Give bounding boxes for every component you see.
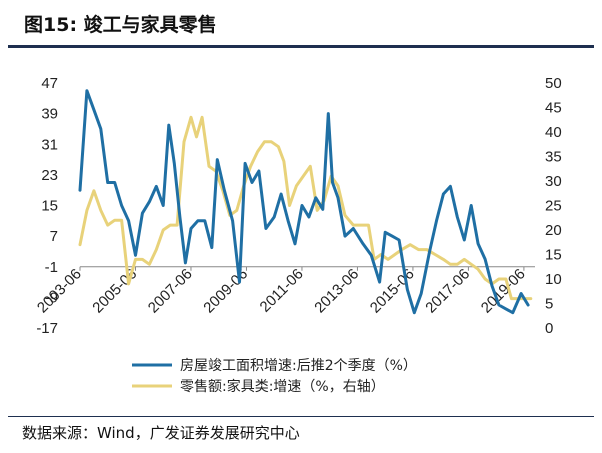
figure-header: 图15: 竣工与家具零售 <box>0 0 602 46</box>
right-y-tick-label: 25 <box>545 198 562 215</box>
x-tick-label: 2007-06 <box>145 266 196 317</box>
left-y-tick-label: 23 <box>41 167 58 184</box>
x-tick-label: 2009-06 <box>200 266 251 317</box>
x-tick-label: 2011-06 <box>257 266 307 316</box>
left-y-tick-label: -1 <box>45 259 58 276</box>
x-axis: 2003-06 2005-06 2007-06 2009-06 2011-06 2013-… <box>34 266 535 317</box>
x-tick-label: 2017-06 <box>422 266 473 317</box>
right-y-tick-label: 30 <box>545 173 562 190</box>
left-y-tick-label: 15 <box>41 198 58 215</box>
right-y-tick-label: 0 <box>545 320 553 337</box>
left-y-axis: 47 39 31 23 15 7 -1 -9 -17 <box>36 75 58 337</box>
right-y-tick-label: 35 <box>545 149 562 166</box>
legend-label: 零售额:家具类:增速（%，右轴） <box>180 378 385 395</box>
series-group <box>78 89 533 315</box>
title-rule <box>8 45 594 48</box>
x-tick-label: 2015-06 <box>367 266 418 317</box>
legend-label: 房屋竣工面积增速:后推2个季度（%） <box>180 358 417 374</box>
right-y-tick-label: 15 <box>545 247 562 264</box>
x-tick-label: 2013-06 <box>311 266 362 317</box>
x-tick-label: 2003-06 <box>34 266 85 317</box>
left-y-tick-label: 39 <box>41 106 58 123</box>
right-y-tick-label: 10 <box>545 271 562 288</box>
left-y-tick-label: -9 <box>45 289 58 306</box>
right-y-tick-label: 5 <box>545 296 553 313</box>
legend: 房屋竣工面积增速:后推2个季度（%） 零售额:家具类:增速（%，右轴） <box>132 358 417 395</box>
right-y-tick-label: 40 <box>545 124 562 141</box>
figure-title: 图15: 竣工与家具零售 <box>24 14 217 36</box>
left-y-tick-label: 31 <box>41 136 58 153</box>
footer-rule <box>8 416 594 417</box>
right-y-tick-label: 50 <box>545 75 562 92</box>
left-y-tick-label: 7 <box>50 228 58 245</box>
series-completion-area-line <box>78 89 530 315</box>
left-y-tick-label: 47 <box>41 75 58 92</box>
left-y-tick-label: -17 <box>36 320 58 337</box>
source-note: 数据来源：Wind，广发证券发展研究中心 <box>22 424 300 442</box>
right-y-tick-label: 20 <box>545 222 562 239</box>
right-y-tick-label: 45 <box>545 100 562 117</box>
series-furniture-retail-line <box>78 115 533 301</box>
